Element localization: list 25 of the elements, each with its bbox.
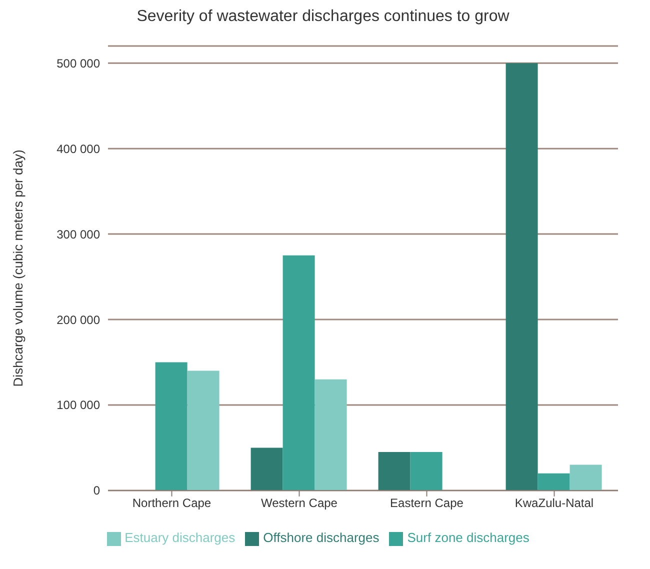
legend-label: Surf zone discharges: [407, 530, 530, 546]
bar: [250, 448, 283, 490]
y-tick-label: 400 000: [56, 142, 100, 156]
bar: [538, 473, 570, 490]
legend-label: Estuary discharges: [124, 530, 236, 546]
bar: [314, 379, 347, 490]
bar: [570, 464, 602, 490]
y-tick-label: 0: [93, 484, 100, 498]
y-tick-label: 100 000: [56, 398, 100, 412]
y-tick-label: 500 000: [56, 56, 100, 70]
x-tick-label: Western Cape: [261, 496, 338, 510]
chart-title: Severity of wastewater discharges continues to grow: [136, 8, 510, 26]
x-tick-label: Northern Cape: [132, 496, 212, 510]
bar: [410, 452, 442, 490]
x-tick-label: Eastern Cape: [390, 496, 464, 510]
bar: [187, 370, 220, 490]
y-tick-label: 300 000: [56, 227, 100, 242]
bar: [378, 452, 410, 490]
y-axis-title: Dishcarge volume (cubic meters per day): [10, 150, 26, 387]
bar: [506, 63, 538, 490]
legend-label: Offshore discharges: [263, 530, 380, 546]
x-tick-label: KwaZulu-Natal: [514, 496, 594, 510]
bar: [155, 362, 188, 490]
y-tick-label: 200 000: [56, 312, 100, 327]
bar: [282, 255, 315, 490]
